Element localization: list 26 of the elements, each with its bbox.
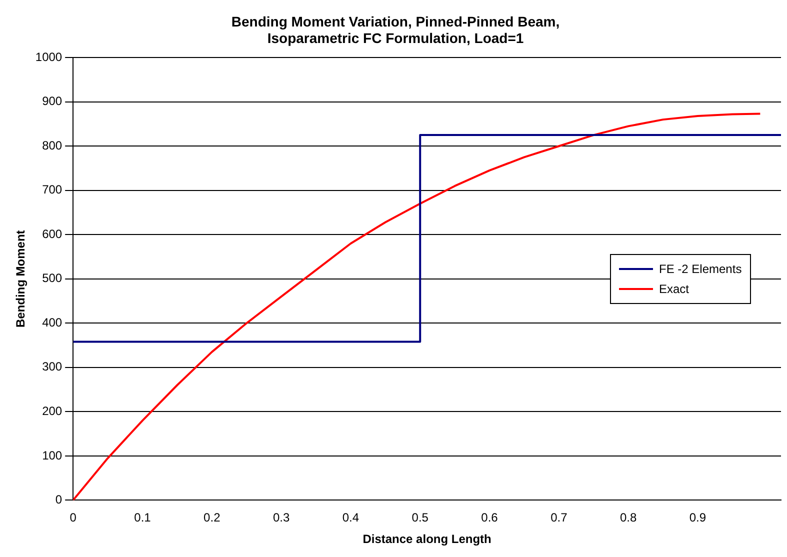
x-tick-label: 0.8	[620, 510, 637, 525]
y-axis-title: Bending Moment	[14, 230, 28, 328]
y-tick-label: 200	[42, 404, 62, 418]
x-tick-label: 0.5	[412, 510, 429, 525]
x-tick-label: 0	[70, 510, 77, 525]
y-tick-label: 300	[42, 360, 62, 374]
x-tick-label: 0.7	[550, 510, 568, 525]
x-tick-label: 0.9	[689, 510, 706, 525]
y-tick-label: 700	[42, 182, 62, 197]
y-tick-label: 800	[42, 138, 62, 152]
x-axis-title: Distance along Length	[362, 532, 492, 546]
x-tick-label: 0.2	[204, 510, 221, 525]
legend-label: Exact	[659, 282, 690, 296]
x-tick-label: 0.6	[481, 510, 498, 525]
y-tick-label: 100	[42, 448, 62, 462]
x-tick-label: 0.1	[134, 510, 152, 525]
y-tick-label: 1000	[35, 50, 62, 64]
y-tick-label: 600	[42, 226, 62, 241]
chart-title: Bending Moment Variation, Pinned-Pinned Beam, Isoparametric FC Formulation, Load=1	[231, 13, 560, 46]
y-tick-label: 0	[55, 492, 62, 507]
y-tick-label: 500	[42, 271, 62, 286]
x-tick-label: 0.3	[272, 510, 290, 525]
y-tick-label: 900	[42, 94, 62, 108]
legend-label: FE -2 Elements	[659, 262, 742, 276]
x-tick-label: 0.4	[342, 510, 360, 525]
y-tick-label: 400	[42, 315, 62, 330]
